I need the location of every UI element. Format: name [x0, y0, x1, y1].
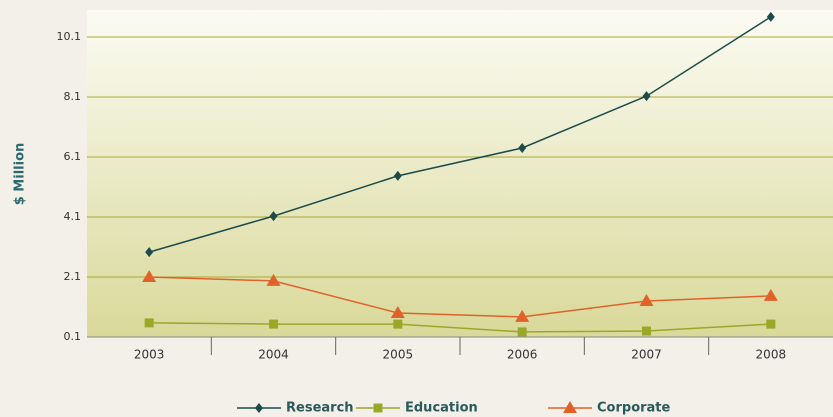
series-line: [149, 322, 771, 333]
y-tick-label: 2.1: [64, 270, 82, 283]
y-tick-label: 8.1: [64, 90, 82, 103]
plot-area: [87, 10, 833, 337]
data-point: [642, 91, 651, 102]
x-tick-label: 2004: [258, 348, 289, 362]
data-point: [515, 309, 530, 322]
y-tick-label: 10.1: [57, 30, 82, 43]
data-point: [393, 170, 402, 181]
data-point: [145, 247, 154, 258]
x-tick-label: 2005: [383, 348, 414, 362]
data-point: [393, 319, 403, 329]
data-point: [144, 318, 154, 328]
legend-marker: [255, 403, 263, 413]
x-tick-label: 2008: [756, 348, 787, 362]
data-point: [269, 319, 278, 329]
legend-marker: [563, 401, 577, 413]
legend-label: Research: [286, 401, 354, 416]
data-point: [766, 11, 775, 22]
x-tick-label: 2003: [134, 348, 165, 362]
data-point: [642, 326, 651, 336]
x-tick-label: 2006: [507, 348, 538, 362]
y-tick-label: 0.1: [64, 330, 82, 343]
data-point: [142, 270, 157, 282]
legend-label: Corporate: [597, 401, 671, 416]
data-point: [517, 327, 527, 337]
series-line: [149, 276, 771, 318]
data-point: [269, 211, 278, 222]
legend-label: Education: [405, 401, 478, 416]
data-point: [266, 273, 281, 286]
data-point: [518, 143, 527, 153]
series-line: [148, 16, 772, 253]
data-point: [639, 294, 654, 306]
y-tick-label: 6.1: [64, 150, 82, 163]
data-point: [766, 319, 776, 329]
data-point: [763, 288, 778, 301]
y-tick-label: 4.1: [64, 210, 82, 223]
legend-marker: [373, 403, 383, 413]
data-point: [390, 306, 405, 318]
y-axis-label: $ Million: [13, 143, 28, 206]
x-tick-label: 2007: [631, 348, 662, 362]
